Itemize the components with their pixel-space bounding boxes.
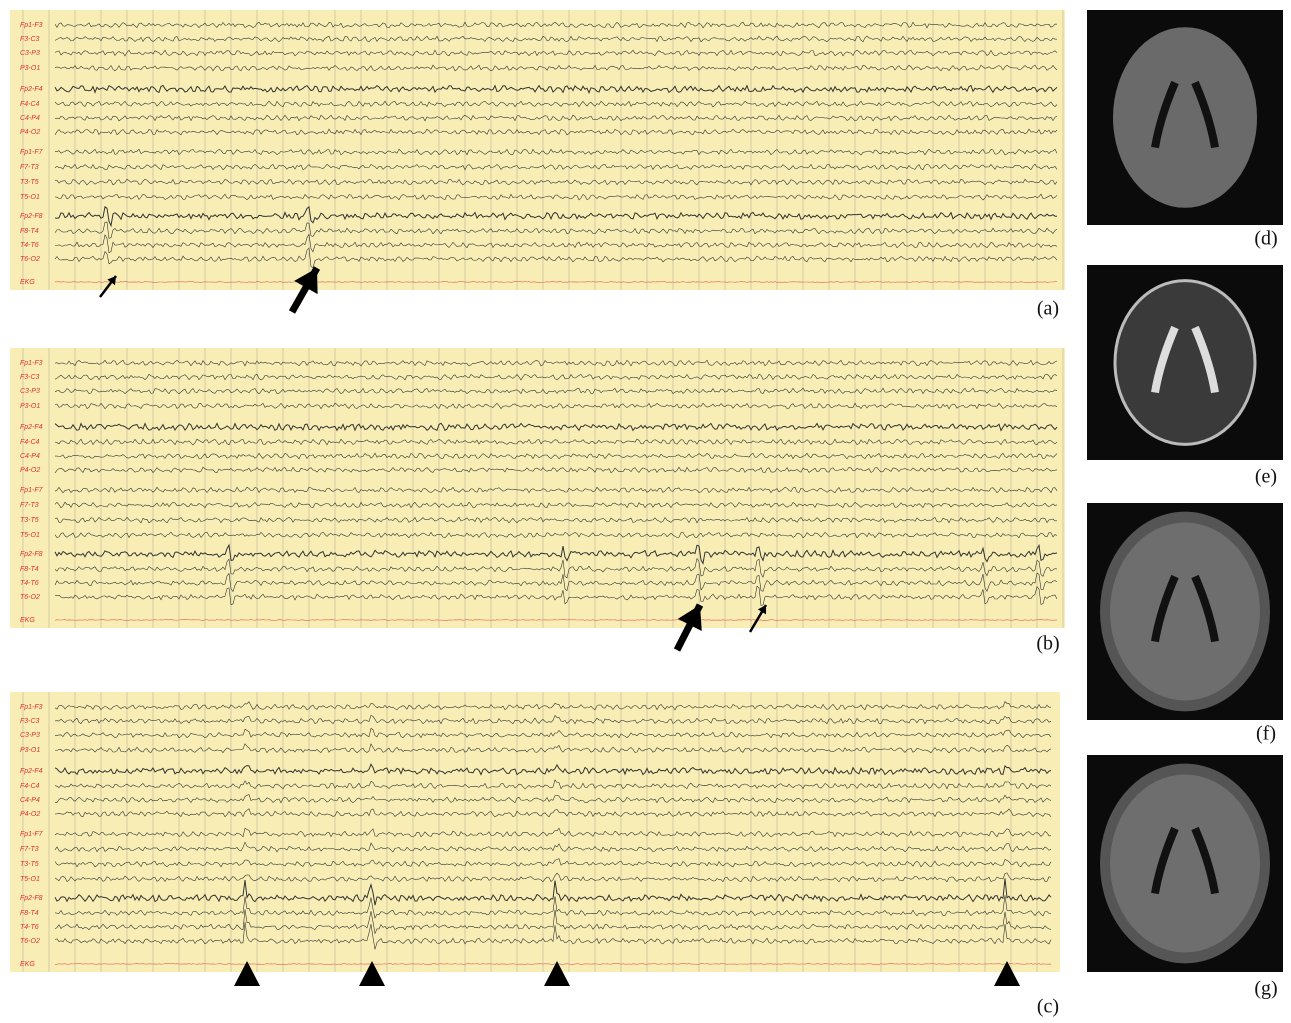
- channel-label: T5-O1: [20, 876, 40, 883]
- channel-label: Fp2-F4: [20, 86, 43, 93]
- channel-label: Fp1-F3: [20, 360, 43, 367]
- channel-label: Fp1-F3: [20, 704, 43, 711]
- channel-label: F7-T3: [20, 164, 39, 171]
- channel-label: Fp2-F4: [20, 424, 43, 431]
- channel-label: T3-T5: [20, 179, 39, 186]
- brain: [1110, 523, 1260, 701]
- channel-label: T6-O2: [20, 594, 40, 601]
- channel-label: EKG: [20, 279, 35, 286]
- channel-label: Fp1-F7: [20, 149, 44, 156]
- channel-label: EKG: [20, 617, 35, 624]
- channel-label: F4-C4: [20, 783, 40, 790]
- channel-label: P4-O2: [20, 129, 40, 136]
- channel-label: F3-C3: [20, 36, 40, 43]
- channel-label: T4-T6: [20, 242, 39, 249]
- channel-label: T3-T5: [20, 861, 39, 868]
- channel-label: F4-C4: [20, 101, 40, 108]
- channel-label: Fp2-F8: [20, 551, 43, 558]
- image-label: (f): [1256, 723, 1276, 745]
- channel-label: T6-O2: [20, 938, 40, 945]
- panel-label: (b): [1036, 633, 1059, 655]
- channel-label: F7-T3: [20, 502, 39, 509]
- channel-label: F4-C4: [20, 439, 40, 446]
- channel-label: T6-O2: [20, 256, 40, 263]
- image-label: (e): [1255, 466, 1277, 488]
- channel-label: C3-P3: [20, 50, 40, 57]
- channel-label: C4-P4: [20, 115, 40, 122]
- channel-label: P3-O1: [20, 747, 40, 754]
- channel-label: T3-T5: [20, 517, 39, 524]
- channel-label: T5-O1: [20, 532, 40, 539]
- channel-label: P4-O2: [20, 467, 40, 474]
- panel-label: (a): [1037, 298, 1059, 320]
- channel-label: C4-P4: [20, 797, 40, 804]
- channel-label: Fp2-F4: [20, 768, 43, 775]
- channel-label: P3-O1: [20, 65, 40, 72]
- brain: [1113, 27, 1257, 208]
- channel-label: P4-O2: [20, 811, 40, 818]
- channel-label: P3-O1: [20, 403, 40, 410]
- eeg-background: [10, 692, 1060, 972]
- channel-label: F8-T4: [20, 566, 39, 573]
- figure: Fp1-F3 F3-C3 C3-P3 P3-O1 Fp2-F4 F4-C4 C4-P4 P4-…: [0, 0, 1291, 1023]
- channel-label: Fp2-F8: [20, 895, 43, 902]
- channel-label: Fp1-F3: [20, 22, 43, 29]
- channel-label: Fp2-F8: [20, 213, 43, 220]
- brain: [1110, 775, 1260, 953]
- channel-label: Fp1-F7: [20, 487, 44, 494]
- channel-label: EKG: [20, 961, 35, 968]
- panel-label: (c): [1037, 996, 1059, 1018]
- channel-label: T4-T6: [20, 580, 39, 587]
- image-label: (d): [1254, 228, 1277, 250]
- channel-label: T4-T6: [20, 924, 39, 931]
- channel-label: F3-C3: [20, 718, 40, 725]
- channel-label: F3-C3: [20, 374, 40, 381]
- channel-label: Fp1-F7: [20, 831, 44, 838]
- brain: [1115, 281, 1255, 445]
- channel-label: F8-T4: [20, 910, 39, 917]
- channel-label: C3-P3: [20, 732, 40, 739]
- channel-label: F8-T4: [20, 228, 39, 235]
- image-label: (g): [1254, 978, 1277, 1000]
- channel-label: T5-O1: [20, 194, 40, 201]
- channel-label: F7-T3: [20, 846, 39, 853]
- channel-label: C3-P3: [20, 388, 40, 395]
- channel-label: C4-P4: [20, 453, 40, 460]
